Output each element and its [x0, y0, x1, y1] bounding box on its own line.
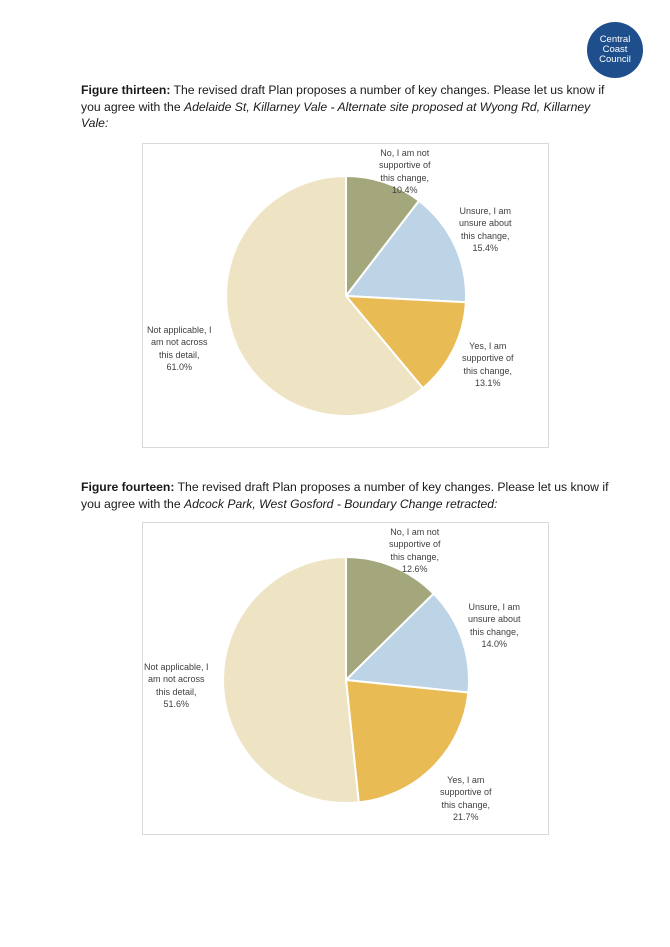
pie-svg	[225, 174, 467, 417]
label-line: Unsure, I am	[468, 602, 521, 612]
figure-fourteen-caption: Figure fourteen: The revised draft Plan …	[81, 479, 611, 512]
label-line: this change,	[461, 230, 510, 241]
pie-chart-fourteen: No, I am not supportive of this change, …	[142, 522, 549, 835]
label-line: this detail,	[159, 349, 200, 360]
label-line: Yes, I am	[469, 341, 507, 351]
label-value: 61.0%	[166, 361, 193, 372]
label-line: this detail,	[156, 686, 197, 697]
figure-text: The revised draft Plan proposes a number…	[81, 83, 605, 114]
label-line: this change,	[390, 551, 440, 562]
pie-slice-na	[225, 174, 425, 417]
figure-thirteen-caption: Figure thirteen: The revised draft Plan …	[81, 82, 611, 132]
label-na: Not applicable, I am not across this det…	[144, 661, 209, 710]
label-line: unsure about	[468, 614, 521, 625]
label-unsure: Unsure, I am unsure about this change, 1…	[468, 601, 521, 650]
label-na: Not applicable, I am not across this det…	[147, 324, 212, 373]
label-value: 12.6%	[402, 563, 428, 574]
label-value: 21.7%	[453, 811, 479, 822]
figure-label: Figure thirteen:	[81, 83, 171, 97]
label-value: 14.0%	[481, 638, 508, 649]
label-line: unsure about	[459, 218, 512, 229]
label-line: supportive of	[389, 539, 441, 550]
pie-slice-yes	[343, 294, 467, 390]
pie-chart-thirteen: No, I am not supportive of this change, …	[142, 143, 549, 448]
label-value: 10.4%	[392, 184, 418, 195]
label-line: Not applicable, I	[144, 662, 209, 672]
pie-slice-no	[345, 174, 421, 299]
label-line: No, I am not	[380, 148, 430, 158]
figure-text: The revised draft Plan proposes a number…	[81, 480, 609, 511]
label-value: 51.6%	[163, 698, 190, 709]
pie-svg	[222, 555, 470, 804]
label-line: Unsure, I am	[459, 206, 512, 216]
label-line: this change,	[441, 799, 491, 810]
label-value: 15.4%	[472, 242, 499, 253]
figure-italic-text: Adcock Park, West Gosford - Boundary Cha…	[183, 496, 498, 511]
label-yes: Yes, I am supportive of this change, 13.…	[462, 340, 514, 389]
pie-slice-yes	[344, 678, 470, 804]
label-line: Yes, I am	[447, 775, 485, 785]
pie-slice-unsure	[344, 199, 467, 304]
label-line: this change,	[380, 172, 430, 183]
label-line: this change,	[470, 626, 519, 637]
logo-line: Central	[599, 34, 631, 45]
label-value: 13.1%	[475, 377, 501, 388]
label-line: Not applicable, I	[147, 325, 212, 335]
label-line: am not across	[151, 337, 208, 348]
label-line: No, I am not	[390, 527, 440, 537]
figure-label: Figure fourteen:	[81, 480, 175, 494]
label-line: this change,	[463, 365, 513, 376]
pie-slice-unsure	[343, 592, 470, 694]
label-line: am not across	[148, 674, 205, 685]
label-line: supportive of	[379, 160, 431, 171]
label-line: supportive of	[462, 353, 514, 364]
logo-line: Council	[599, 54, 631, 65]
label-no: No, I am not supportive of this change, …	[379, 147, 431, 196]
label-no: No, I am not supportive of this change, …	[389, 526, 441, 575]
council-logo: Central Coast Council	[587, 22, 643, 78]
label-line: supportive of	[440, 787, 492, 798]
figure-italic-text: Adelaide St, Killarney Vale - Alternate …	[81, 99, 591, 131]
label-yes: Yes, I am supportive of this change, 21.…	[440, 774, 492, 823]
pie-slice-no	[345, 555, 436, 683]
pie-slice-na	[222, 555, 360, 804]
label-unsure: Unsure, I am unsure about this change, 1…	[459, 205, 512, 254]
logo-line: Coast	[602, 44, 628, 55]
